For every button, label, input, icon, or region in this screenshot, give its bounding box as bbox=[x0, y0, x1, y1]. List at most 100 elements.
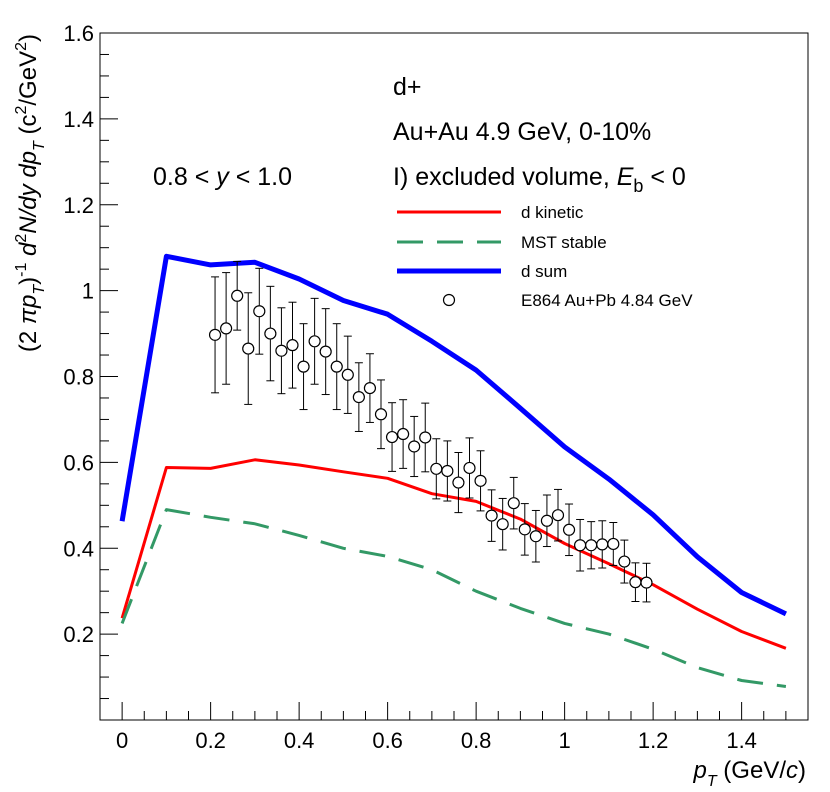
data-point bbox=[308, 297, 321, 385]
data-marker bbox=[507, 497, 520, 510]
x-tick-label: 1.2 bbox=[638, 728, 669, 753]
data-point bbox=[430, 438, 443, 500]
data-point bbox=[231, 260, 244, 331]
x-axis-title: pT (GeV/c) bbox=[693, 757, 807, 790]
data-point bbox=[551, 488, 565, 542]
y-tick-label: 0.6 bbox=[63, 450, 94, 475]
data-point bbox=[540, 494, 554, 548]
data-marker bbox=[220, 322, 233, 335]
data-marker bbox=[297, 360, 310, 373]
y-tick-label: 0.2 bbox=[63, 622, 94, 647]
x-tick-label: 0.6 bbox=[372, 728, 403, 753]
data-marker bbox=[286, 339, 299, 352]
annotation-particle: d+ bbox=[393, 73, 422, 101]
data-marker bbox=[551, 509, 565, 522]
data-marker bbox=[496, 518, 509, 531]
data-marker bbox=[585, 539, 598, 552]
data-points-layer bbox=[208, 260, 653, 603]
data-point bbox=[562, 503, 576, 557]
y-tick-label: 1.4 bbox=[63, 107, 94, 132]
data-point bbox=[463, 437, 476, 499]
data-marker bbox=[419, 431, 432, 444]
data-marker bbox=[474, 474, 487, 487]
data-point bbox=[485, 489, 498, 542]
data-marker bbox=[231, 289, 244, 302]
data-marker bbox=[640, 576, 653, 589]
series-layer bbox=[119, 253, 787, 688]
data-point bbox=[507, 476, 520, 530]
x-tick-label: 0.4 bbox=[284, 728, 315, 753]
y-tick-label: 0.4 bbox=[63, 536, 94, 561]
data-marker bbox=[308, 335, 321, 348]
legend-label: E864 Au+Pb 4.84 GeV bbox=[521, 291, 693, 310]
y-axis-title: (2 πpT)-1 d2N/dy dpT (c2/GeV2) bbox=[13, 34, 48, 352]
data-marker bbox=[385, 430, 399, 444]
data-point bbox=[319, 308, 332, 396]
data-marker bbox=[540, 514, 554, 527]
data-point bbox=[574, 518, 587, 572]
data-point bbox=[397, 399, 410, 469]
data-point bbox=[330, 323, 343, 411]
data-point bbox=[419, 402, 432, 473]
data-marker bbox=[452, 476, 465, 489]
legend: d kinetic MST stable d sum E864 Au+Pb 4.84 … bbox=[397, 203, 693, 310]
data-point bbox=[286, 301, 299, 389]
data-point bbox=[385, 402, 399, 472]
annotation-system: Au+Au 4.9 GeV, 0-10% bbox=[393, 118, 651, 146]
legend-swatch-data bbox=[442, 293, 456, 307]
data-point bbox=[208, 276, 222, 394]
legend-label: d sum bbox=[521, 262, 567, 281]
data-marker bbox=[463, 461, 476, 475]
data-point bbox=[474, 450, 487, 512]
data-point bbox=[618, 539, 631, 584]
data-marker bbox=[397, 427, 410, 441]
data-point bbox=[220, 272, 233, 385]
data-point bbox=[452, 451, 465, 514]
data-point bbox=[596, 520, 609, 569]
data-marker bbox=[374, 408, 388, 421]
data-marker bbox=[485, 509, 498, 522]
data-point bbox=[607, 521, 620, 566]
data-marker bbox=[574, 539, 587, 552]
data-marker bbox=[430, 462, 443, 475]
data-marker bbox=[208, 328, 222, 341]
data-marker bbox=[264, 327, 277, 340]
y-tick-label: 1.2 bbox=[63, 193, 94, 218]
data-point bbox=[441, 440, 454, 502]
x-tick-label: 0.2 bbox=[195, 728, 226, 753]
x-tick-label: 1 bbox=[559, 728, 571, 753]
series-line-d-kinetic bbox=[120, 458, 787, 650]
axis-ticks bbox=[99, 32, 809, 721]
data-marker bbox=[562, 523, 576, 536]
data-point bbox=[264, 285, 277, 382]
data-marker bbox=[275, 344, 288, 357]
series-line-d-sum bbox=[119, 253, 787, 617]
data-marker bbox=[242, 342, 255, 355]
y-tick-label: 0.8 bbox=[63, 365, 94, 390]
data-point bbox=[640, 562, 653, 603]
data-point bbox=[253, 267, 266, 355]
data-marker bbox=[330, 360, 343, 373]
x-tick-label: 0 bbox=[116, 728, 128, 753]
data-marker bbox=[529, 530, 542, 543]
x-tick-label: 1.4 bbox=[726, 728, 757, 753]
data-point bbox=[275, 307, 288, 395]
y-tick-label: 1.6 bbox=[63, 21, 94, 46]
data-marker bbox=[596, 538, 609, 551]
y-tick-label: 1 bbox=[82, 279, 94, 304]
data-point bbox=[341, 335, 354, 414]
data-point bbox=[363, 353, 377, 423]
data-marker bbox=[518, 523, 531, 536]
data-point bbox=[518, 503, 531, 556]
data-point bbox=[352, 362, 365, 432]
data-marker bbox=[253, 305, 266, 318]
legend-label: MST stable bbox=[521, 233, 607, 252]
data-marker bbox=[607, 537, 620, 551]
data-marker bbox=[629, 576, 642, 589]
data-point bbox=[496, 497, 509, 551]
series-line-mst-stable bbox=[120, 508, 787, 688]
data-point bbox=[242, 292, 255, 405]
data-marker bbox=[363, 381, 377, 395]
